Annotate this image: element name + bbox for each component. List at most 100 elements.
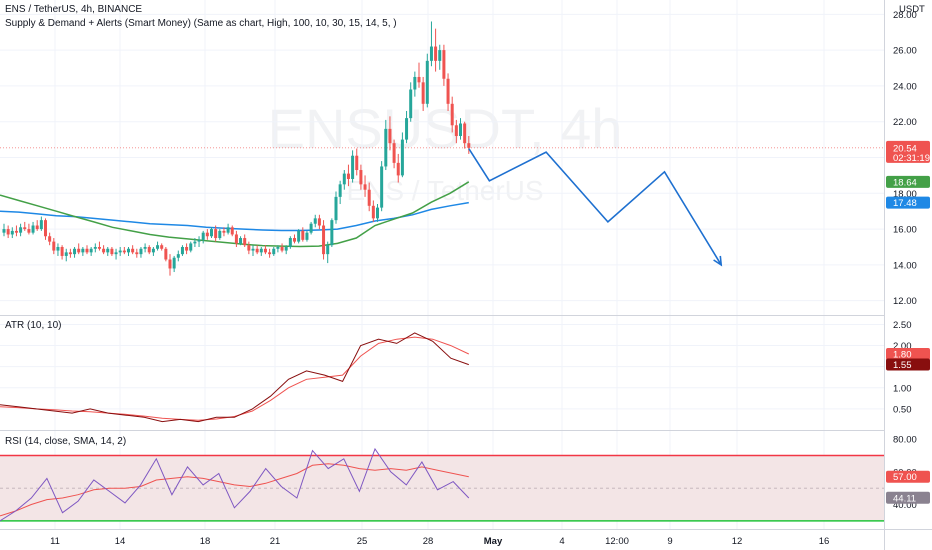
rsi-tag: 44.11 <box>893 493 916 504</box>
candle-body-58 <box>243 238 247 246</box>
candle-body-7 <box>31 225 35 233</box>
price-tick-8: 28.00 <box>893 10 917 21</box>
candle-body-48 <box>201 232 205 240</box>
chart-title[interactable]: ENS / TetherUS, 4h, BINANCE <box>5 4 142 15</box>
rsi-sma-tag-bg <box>886 470 930 483</box>
candles <box>2 21 471 276</box>
time-tick-3: 21 <box>270 536 281 547</box>
candle-body-23 <box>97 246 101 249</box>
candle-body-62 <box>259 248 263 253</box>
time-tick-6: May <box>484 536 503 547</box>
candle-body-13 <box>56 246 60 251</box>
candle-body-63 <box>263 248 267 253</box>
candle-body-19 <box>81 248 85 253</box>
candle-body-11 <box>48 236 52 242</box>
candle-body-77 <box>322 225 326 255</box>
rsi-tag-bg <box>886 491 930 504</box>
candle-body-99 <box>413 76 417 90</box>
rsi-label[interactable]: RSI (14, close, SMA, 14, 2) <box>5 436 126 447</box>
rsi-line <box>0 447 470 522</box>
candle-body-100 <box>417 76 421 83</box>
candle-body-66 <box>276 246 280 249</box>
candle-body-76 <box>317 218 321 226</box>
currency-label: USDT <box>899 4 925 15</box>
indicator-title[interactable]: Supply & Demand + Alerts (Smart Money) (… <box>5 18 397 29</box>
time-tick-7: 4 <box>559 536 564 547</box>
candle-body-78 <box>326 245 330 255</box>
price-tick-5: 22.00 <box>893 117 917 128</box>
candle-body-15 <box>64 252 68 256</box>
time-tick-2: 18 <box>200 536 211 547</box>
candle-body-5 <box>23 227 27 230</box>
candle-body-106 <box>442 50 446 79</box>
ma-green-tag-bg <box>886 175 930 188</box>
candle-body-59 <box>247 245 251 251</box>
candle-body-37 <box>156 245 160 249</box>
atr-line <box>0 332 469 423</box>
time-tick-1: 14 <box>115 536 126 547</box>
candle-body-79 <box>330 220 334 246</box>
candle-body-45 <box>189 243 193 251</box>
candle-body-97 <box>405 118 409 140</box>
candle-body-82 <box>342 173 346 185</box>
candle-body-67 <box>280 246 284 251</box>
candle-body-102 <box>425 60 429 104</box>
candle-body-51 <box>214 229 218 239</box>
candle-body-56 <box>234 234 238 244</box>
candle-body-71 <box>297 230 301 242</box>
candle-body-94 <box>392 143 396 163</box>
rsi-sma-line <box>0 463 469 517</box>
candle-body-1 <box>6 229 10 235</box>
ma-blue-tag-bg <box>886 196 930 209</box>
time-tick-4: 25 <box>357 536 368 547</box>
candle-body-26 <box>110 248 114 255</box>
candle-body-2 <box>10 230 14 235</box>
candle-body-18 <box>77 248 81 253</box>
candle-body-14 <box>60 246 64 256</box>
candle-body-36 <box>151 248 155 253</box>
candle-body-24 <box>102 248 106 253</box>
candle-body-72 <box>301 230 305 240</box>
candle-body-52 <box>218 230 222 239</box>
countdown-tag: 02:31:19 <box>893 153 930 164</box>
price-tick-6: 24.00 <box>893 81 917 92</box>
candle-body-108 <box>450 103 454 126</box>
time-tick-11: 16 <box>819 536 830 547</box>
atr-label[interactable]: ATR (10, 10) <box>5 320 62 331</box>
candle-body-81 <box>338 184 342 197</box>
time-axis[interactable]: 11 14 18 21 25 28 May 4 12:00 9 12 16 <box>50 536 829 547</box>
candle-body-44 <box>185 246 189 251</box>
candle-body-74 <box>309 223 313 233</box>
candle-body-64 <box>268 252 272 255</box>
candle-body-93 <box>388 128 392 144</box>
candle-body-89 <box>371 205 375 219</box>
candle-body-88 <box>367 189 371 206</box>
last-price-tag-bg <box>886 140 930 163</box>
candle-body-65 <box>272 248 276 255</box>
atr-ma-tag-bg <box>886 348 930 360</box>
candle-body-87 <box>363 184 367 190</box>
price-axes[interactable]: 12.0014.0016.0018.0020.0022.0024.0026.00… <box>893 10 917 511</box>
candle-body-103 <box>429 46 433 61</box>
candle-body-8 <box>35 225 39 230</box>
rsi-tick-2: 80.00 <box>893 435 917 446</box>
candle-body-83 <box>346 173 350 179</box>
candle-body-86 <box>359 170 363 185</box>
candle-body-16 <box>68 252 72 255</box>
candle-body-53 <box>222 230 226 233</box>
candle-body-3 <box>14 230 18 233</box>
candle-body-50 <box>210 229 213 237</box>
candle-body-69 <box>288 238 292 247</box>
atr-ma-tag: 1.80 <box>893 350 912 361</box>
candle-body-57 <box>239 238 243 244</box>
candle-body-84 <box>351 155 355 179</box>
candle-body-92 <box>384 128 388 167</box>
candle-body-29 <box>122 250 126 253</box>
candle-body-9 <box>39 220 43 230</box>
price-tick-0: 12.00 <box>893 296 917 307</box>
projection-path <box>468 148 723 267</box>
time-tick-9: 9 <box>667 536 672 547</box>
